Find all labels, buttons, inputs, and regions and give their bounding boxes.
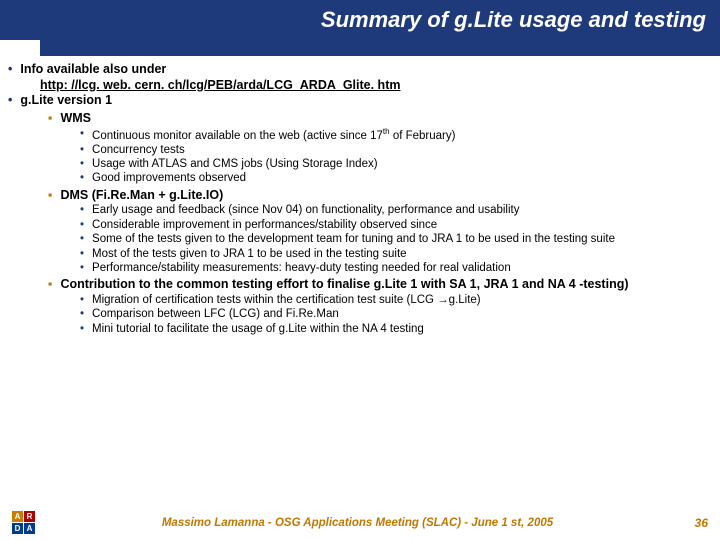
wms-item: •Good improvements observed: [80, 171, 712, 185]
slide-body: • Info available also under http: //lcg.…: [0, 56, 720, 336]
title-bar: Summary of g.Lite usage and testing: [0, 0, 720, 40]
dms-item-text: Performance/stability measurements: heav…: [92, 261, 712, 275]
dms-item-text: Early usage and feedback (since Nov 04) …: [92, 203, 712, 217]
wms-label: WMS: [60, 111, 712, 127]
page-number: 36: [680, 516, 708, 530]
wms-item: • Continuous monitor available on the we…: [80, 127, 712, 143]
version-heading: • g.Lite version 1: [8, 93, 712, 109]
arrow-icon: →: [437, 294, 449, 306]
dms-item-text: Most of the tests given to JRA 1 to be u…: [92, 247, 712, 261]
dms-item: •Performance/stability measurements: hea…: [80, 261, 712, 275]
contrib-item-text: Comparison between LFC (LCG) and Fi.Re.M…: [92, 307, 712, 321]
page-title: Summary of g.Lite usage and testing: [321, 7, 706, 33]
dms-item: •Considerable improvement in performance…: [80, 218, 712, 232]
contrib-item-text: Migration of certification tests within …: [92, 294, 437, 306]
dms-item-text: Considerable improvement in performances…: [92, 218, 712, 232]
contrib-item: • Migration of certification tests withi…: [80, 293, 712, 307]
dms-item: •Most of the tests given to JRA 1 to be …: [80, 247, 712, 261]
wms-item: •Concurrency tests: [80, 143, 712, 157]
info-heading: • Info available also under: [8, 62, 712, 78]
dms-label: DMS (Fi.Re.Man + g.Lite.IO): [60, 188, 712, 204]
logo-cell: A: [12, 511, 23, 522]
dms-item-text: Some of the tests given to the developme…: [92, 232, 712, 246]
contrib-item: •Comparison between LFC (LCG) and Fi.Re.…: [80, 307, 712, 321]
info-label: Info available also under: [20, 62, 712, 78]
contrib-item-suffix: g.Lite): [449, 294, 481, 306]
accent-band: [40, 40, 720, 56]
wms-item-text: Concurrency tests: [92, 143, 712, 157]
wms-item-text: Continuous monitor available on the web …: [92, 129, 383, 141]
contrib-heading: ▪ Contribution to the common testing eff…: [48, 277, 712, 293]
footer-text: Massimo Lamanna - OSG Applications Meeti…: [35, 517, 680, 529]
dms-item: •Early usage and feedback (since Nov 04)…: [80, 203, 712, 217]
logo-cell: A: [24, 523, 35, 534]
version-label: g.Lite version 1: [20, 93, 712, 109]
wms-item: •Usage with ATLAS and CMS jobs (Using St…: [80, 157, 712, 171]
wms-item-sup: th: [383, 127, 390, 136]
contrib-label: Contribution to the common testing effor…: [60, 277, 712, 293]
wms-item-text: Good improvements observed: [92, 171, 712, 185]
wms-heading: ▪ WMS: [48, 111, 712, 127]
footer: A R D A Massimo Lamanna - OSG Applicatio…: [0, 511, 720, 534]
arda-logo: A R D A: [12, 511, 35, 534]
contrib-item: •Mini tutorial to facilitate the usage o…: [80, 322, 712, 336]
info-link[interactable]: http: //lcg. web. cern. ch/lcg/PEB/arda/…: [40, 78, 400, 94]
wms-item-text: Usage with ATLAS and CMS jobs (Using Sto…: [92, 157, 712, 171]
dms-item: •Some of the tests given to the developm…: [80, 232, 712, 246]
wms-item-suffix: of February): [390, 129, 456, 141]
dms-heading: ▪ DMS (Fi.Re.Man + g.Lite.IO): [48, 188, 712, 204]
logo-cell: D: [12, 523, 23, 534]
logo-cell: R: [24, 511, 35, 522]
contrib-item-text: Mini tutorial to facilitate the usage of…: [92, 322, 712, 336]
